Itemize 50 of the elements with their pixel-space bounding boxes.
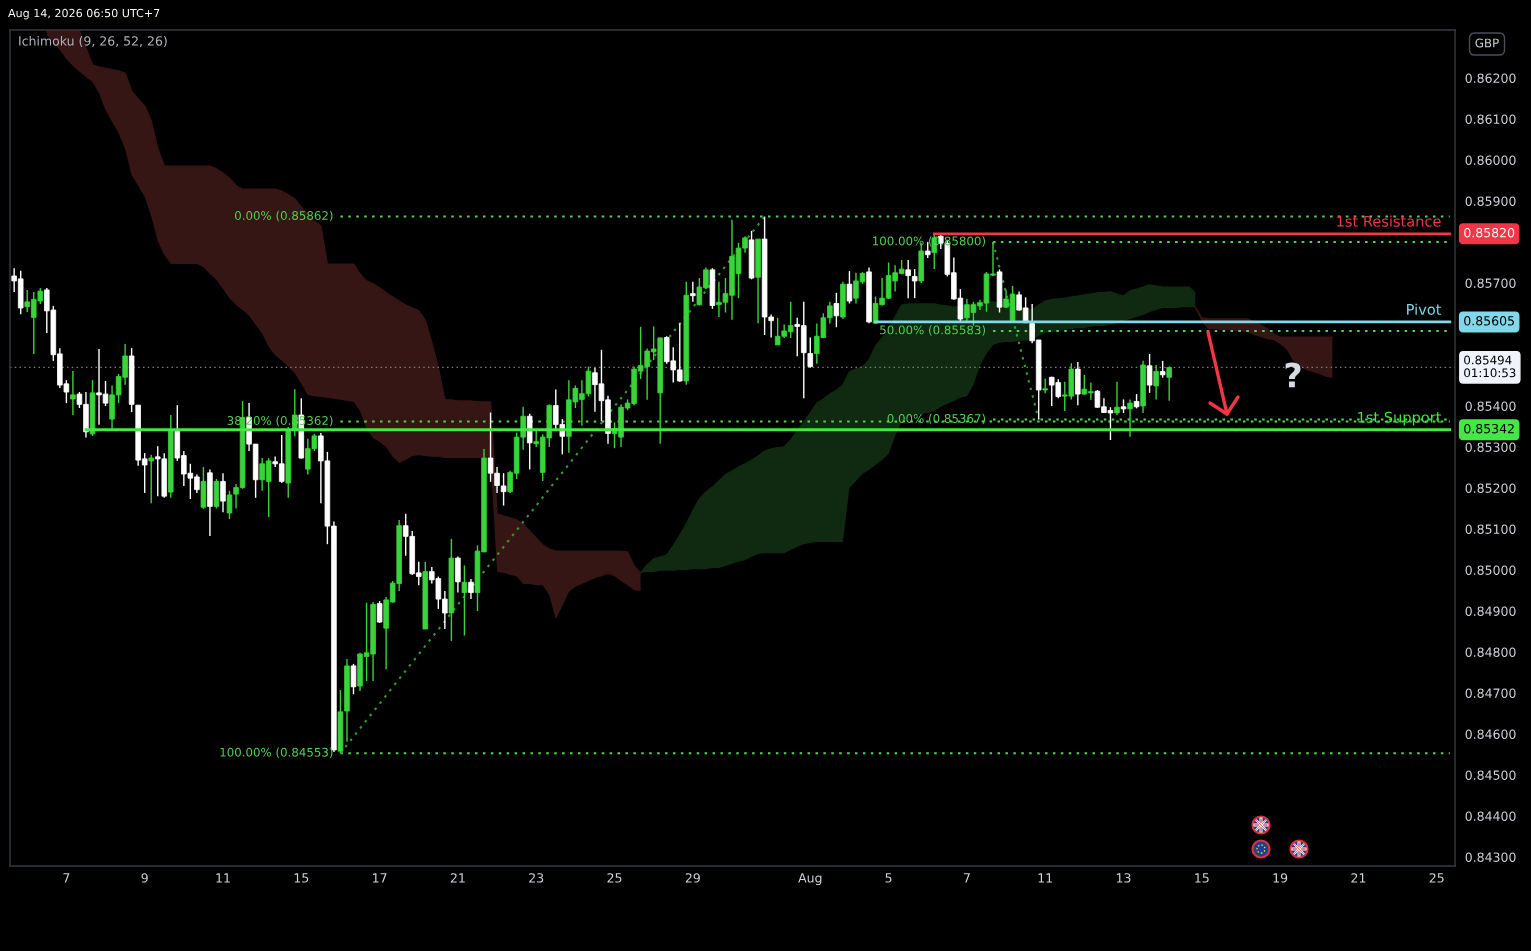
- x-tick-label: Aug: [798, 873, 822, 886]
- y-tick-label: 0.86200: [1465, 73, 1516, 83]
- x-tick-label: 11: [1038, 873, 1052, 883]
- series-label: 1st Resistance: [1337, 215, 1441, 227]
- data-label: 100.00% (0.84553): [220, 747, 333, 759]
- x-tick-label: 29: [685, 873, 700, 883]
- y-tick-label: 0.86000: [1465, 155, 1516, 165]
- x-tick-label: 21: [1351, 873, 1366, 883]
- y-tick-label: 0.84600: [1465, 729, 1516, 739]
- data-label: 0.00% (0.85367): [887, 413, 986, 425]
- annotation: ?: [1285, 362, 1301, 388]
- ref-line-label: 0.85494 01:10:53: [1464, 355, 1516, 378]
- data-label: 50.00% (0.85583): [880, 325, 986, 336]
- data-label: 0.85820: [1464, 227, 1515, 238]
- data-label: 0.85342: [1464, 423, 1514, 434]
- x-tick-label: 7: [63, 873, 70, 883]
- x-tick-label: 25: [607, 873, 622, 883]
- x-tick-label: 15: [294, 873, 309, 883]
- x-tick-label: 13: [1116, 873, 1131, 883]
- y-tick-label: 0.85100: [1465, 524, 1516, 534]
- data-label: 0.85605: [1464, 316, 1514, 326]
- y-tick-label: 0.86100: [1465, 114, 1516, 124]
- x-tick-label: 17: [373, 873, 387, 883]
- series-label: Pivot: [1407, 303, 1442, 315]
- data-label: 0.00% (0.85862): [235, 210, 333, 222]
- y-tick-label: 0.84800: [1465, 647, 1516, 657]
- chart-title: Ichimoku (9, 26, 52, 26): [19, 35, 167, 48]
- y-tick-label: 0.85000: [1465, 565, 1516, 575]
- y-tick-label: 0.84700: [1465, 688, 1516, 698]
- x-tick-label: 9: [141, 873, 148, 883]
- x-tick-label: 15: [1195, 873, 1209, 883]
- x-tick-label: 19: [1273, 873, 1288, 883]
- y-tick-label: 0.85200: [1465, 483, 1516, 493]
- y-tick-label: 0.84900: [1465, 606, 1516, 616]
- x-tick-label: 25: [1429, 873, 1444, 883]
- y-tick-label: 0.85300: [1465, 442, 1516, 452]
- x-tick-label: 21: [450, 873, 465, 883]
- text: Aug 14, 2026 06:50 UTC+7: [8, 8, 160, 20]
- y-axis-title: GBP: [1475, 38, 1499, 48]
- y-tick-label: 0.85700: [1465, 278, 1516, 288]
- x-tick-label: 11: [216, 873, 230, 883]
- y-tick-label: 0.84400: [1465, 811, 1516, 821]
- x-tick-label: 5: [885, 873, 892, 883]
- y-tick-label: 0.84300: [1465, 852, 1516, 862]
- y-tick-label: 0.85400: [1465, 401, 1516, 411]
- y-tick-label: 0.85900: [1465, 196, 1516, 206]
- x-tick-label: 23: [529, 873, 544, 883]
- y-tick-label: 0.84500: [1465, 770, 1516, 780]
- x-tick-label: 7: [963, 873, 970, 883]
- series-label: 1st Support: [1358, 411, 1442, 426]
